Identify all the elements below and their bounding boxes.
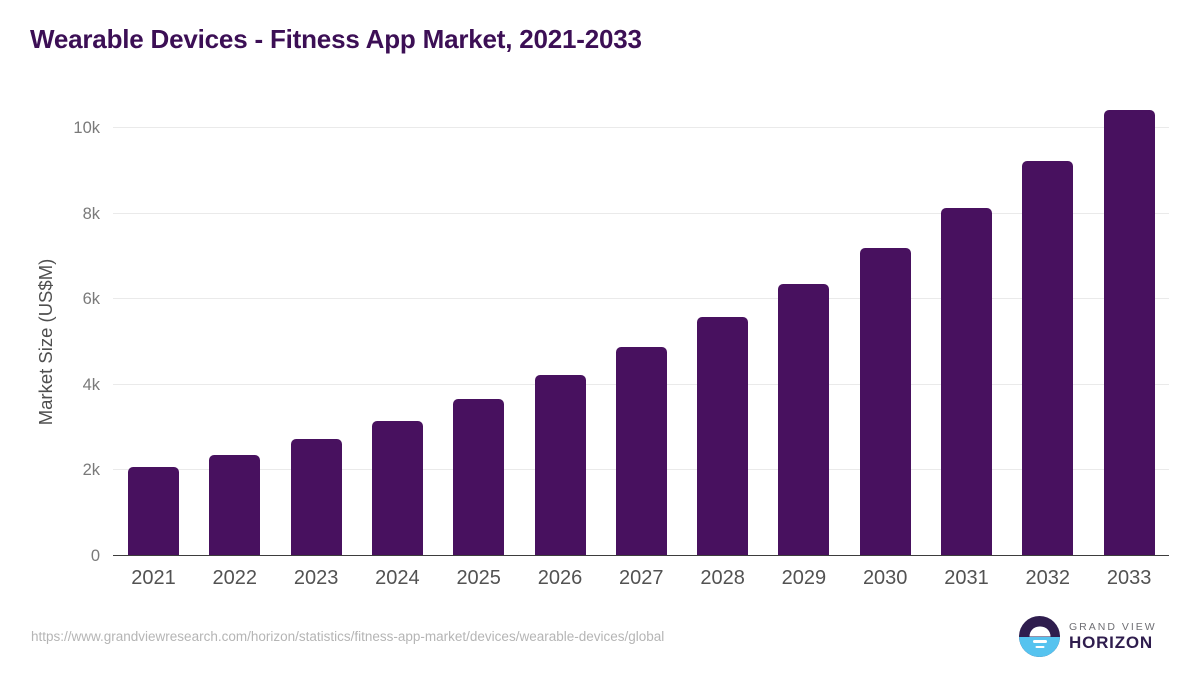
y-tick-label: 8k xyxy=(82,204,100,223)
bar-2032[interactable] xyxy=(1022,160,1074,555)
y-tick-label: 4k xyxy=(82,375,100,394)
bar-2025[interactable] xyxy=(453,399,505,555)
bar-2024[interactable] xyxy=(371,421,423,555)
x-tick-label: 2026 xyxy=(537,567,583,589)
horizon-sunrise-icon xyxy=(1019,616,1060,657)
x-axis-line xyxy=(113,554,1169,556)
x-tick-label: 2025 xyxy=(456,567,501,589)
x-tick-label: 2024 xyxy=(375,567,420,589)
x-tick-label: 2032 xyxy=(1025,567,1071,589)
bar-2033[interactable] xyxy=(1103,109,1155,555)
logo-text: GRAND VIEW HORIZON xyxy=(1069,621,1157,652)
y-tick-label: 10k xyxy=(73,119,100,137)
x-tick-label: 2033 xyxy=(1106,567,1152,589)
x-tick-label: 2030 xyxy=(862,567,908,589)
x-tick-label: 2022 xyxy=(212,567,258,589)
bar-2030[interactable] xyxy=(859,247,911,555)
y-tick-label: 2k xyxy=(82,461,100,480)
x-axis-labels: 2021 2022 2023 2024 2025 2026 2027 2028 2029 2030… xyxy=(113,566,1169,596)
x-tick-label: 2021 xyxy=(131,567,176,589)
bar-2023[interactable] xyxy=(290,438,342,555)
plot-area xyxy=(113,88,1169,556)
logo-reflection-line xyxy=(1035,645,1044,649)
bar-2021[interactable] xyxy=(128,466,179,555)
x-tick-label: 2023 xyxy=(293,567,339,589)
bar-2028[interactable] xyxy=(697,317,749,555)
x-tick-label: 2029 xyxy=(781,567,827,589)
grandview-horizon-logo[interactable]: GRAND VIEW HORIZON xyxy=(1019,616,1157,657)
x-tick-label: 2027 xyxy=(619,567,664,589)
gridline xyxy=(113,298,1169,300)
logo-brand-text: GRAND VIEW xyxy=(1069,621,1157,633)
y-tick-label: 0 xyxy=(90,547,100,565)
x-tick-label: 2028 xyxy=(700,567,745,589)
source-url: https://www.grandviewresearch.com/horizo… xyxy=(31,629,665,644)
bar-2027[interactable] xyxy=(615,347,667,555)
y-axis-ticks: 0 2k 4k 6k 8k 10k xyxy=(40,88,100,565)
bar-2029[interactable] xyxy=(778,283,830,555)
x-tick-label: 2031 xyxy=(944,567,989,589)
y-tick-label: 6k xyxy=(82,290,100,309)
gridline xyxy=(113,127,1169,128)
gridline xyxy=(113,212,1169,214)
bar-2026[interactable] xyxy=(534,375,586,555)
bar-2031[interactable] xyxy=(941,208,992,555)
chart-title: Wearable Devices - Fitness App Market, 2… xyxy=(30,24,642,54)
logo-product-text: HORIZON xyxy=(1069,633,1153,652)
logo-reflection-line xyxy=(1032,640,1047,643)
bar-2022[interactable] xyxy=(209,455,261,555)
logo-sun-shape xyxy=(1029,626,1050,637)
